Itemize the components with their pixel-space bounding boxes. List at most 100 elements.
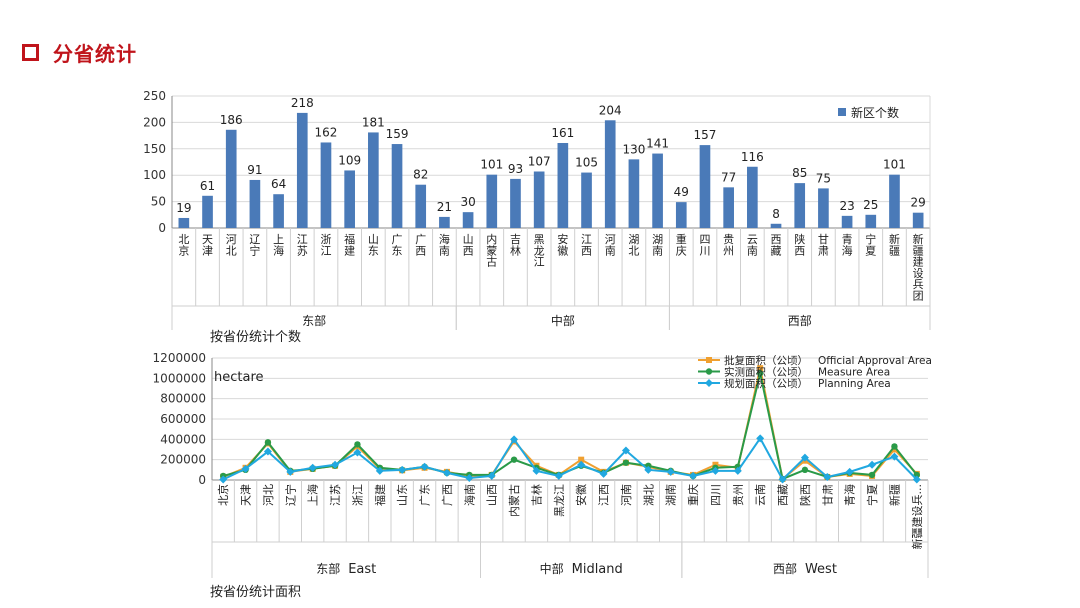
x-tick-label: 浙江: [320, 233, 331, 257]
bar: [273, 194, 284, 228]
data-point: [578, 456, 585, 463]
x-tick-label: 四川: [699, 233, 710, 257]
data-label: 107: [528, 155, 551, 169]
x-tick-label: 上海: [306, 484, 320, 506]
y-tick-label: 250: [143, 89, 166, 103]
x-tick-label: 新疆建设兵...: [910, 484, 924, 550]
data-label: 49: [674, 185, 689, 199]
x-tick-label: 云南: [754, 484, 767, 506]
x-tick-label: 青海: [842, 233, 853, 257]
bar: [818, 188, 829, 228]
data-point: [398, 465, 407, 474]
legend-label-en: Official Approval Area: [818, 355, 932, 367]
data-point: [733, 466, 742, 475]
x-tick-label: 浙江: [351, 484, 364, 506]
data-point: [823, 472, 832, 481]
group-label: 西部: [788, 313, 812, 328]
bar: [557, 142, 569, 228]
y-tick-label: 0: [198, 473, 206, 487]
x-tick-label: 北京: [178, 233, 189, 257]
x-tick-label: 上海: [273, 233, 284, 257]
data-point: [353, 448, 362, 457]
x-tick-label: 江苏: [297, 233, 308, 257]
data-point: [756, 370, 764, 377]
x-tick-label: 广西: [441, 484, 454, 506]
x-tick-label: 贵州: [723, 233, 734, 257]
x-tick-label: 河南: [605, 233, 616, 257]
y-tick-label: 100: [143, 168, 166, 182]
x-tick-label: 甘肃: [821, 484, 834, 506]
x-tick-label: 江苏: [329, 484, 342, 506]
x-tick-label: 江西: [581, 233, 592, 257]
data-label: 91: [247, 163, 262, 177]
y-tick-label: 400000: [160, 432, 206, 446]
data-point: [912, 475, 921, 484]
x-tick-label: 新疆: [887, 484, 901, 506]
data-label: 109: [338, 153, 361, 167]
data-point: [420, 462, 429, 471]
data-point: [510, 456, 518, 463]
group-label: 东部 East: [316, 561, 376, 577]
bar: [178, 217, 190, 228]
data-point: [711, 466, 720, 475]
x-tick-label: 吉林: [529, 484, 543, 506]
x-tick-label: 西藏: [777, 484, 790, 506]
x-tick-label: 辽宁: [249, 233, 260, 257]
data-label: 85: [792, 166, 807, 180]
y-tick-label: 800000: [160, 392, 206, 406]
bar: [391, 144, 403, 228]
x-tick-label: 青海: [843, 484, 857, 506]
data-label: 105: [575, 156, 598, 170]
x-tick-label: 广东: [419, 484, 432, 506]
data-label: 116: [741, 150, 764, 164]
data-point: [487, 471, 496, 480]
data-label: 82: [413, 168, 428, 182]
x-tick-label: 贵州: [732, 484, 745, 506]
bar: [723, 187, 734, 228]
data-point: [375, 466, 384, 475]
data-point: [263, 447, 272, 456]
bar: [699, 145, 711, 228]
y-tick-label: 0: [158, 221, 166, 235]
square-bullet-icon: [22, 44, 39, 61]
x-tick-label: 海南: [439, 232, 450, 257]
data-label: 218: [291, 96, 314, 110]
bar: [889, 174, 900, 228]
x-tick-label: 福建: [344, 232, 355, 257]
x-tick-label: 湖南: [665, 484, 678, 506]
legend-label: 实测面积（公顷）: [724, 366, 808, 379]
data-point: [705, 368, 713, 375]
bar: [415, 184, 427, 228]
data-point: [465, 473, 474, 482]
bar: [462, 212, 474, 228]
data-point: [442, 468, 451, 477]
data-label: 61: [200, 179, 215, 193]
data-label: 29: [911, 196, 926, 210]
bar: [604, 120, 616, 228]
data-label: 101: [883, 158, 906, 172]
x-tick-label: 内蒙古: [507, 484, 521, 517]
bar: [249, 179, 261, 228]
x-tick-label: 云南: [747, 233, 758, 257]
data-label: 25: [863, 198, 878, 212]
bar: [344, 170, 355, 228]
x-tick-label: 山东: [396, 484, 409, 506]
bar: [628, 159, 640, 228]
data-label: 75: [816, 171, 831, 185]
data-point: [868, 471, 876, 479]
group-label: 东部: [302, 313, 326, 328]
bar: [202, 195, 213, 228]
data-point: [622, 459, 630, 466]
bar: [510, 178, 521, 228]
data-point: [577, 460, 586, 469]
bar: [865, 214, 877, 228]
unit-label: hectare: [214, 370, 264, 385]
page-title: 分省统计: [53, 42, 137, 66]
data-point: [554, 471, 563, 480]
chart-caption: 按省份统计个数: [210, 330, 301, 345]
y-tick-label: 150: [143, 142, 166, 156]
bar: [296, 112, 308, 228]
data-point: [891, 443, 898, 450]
